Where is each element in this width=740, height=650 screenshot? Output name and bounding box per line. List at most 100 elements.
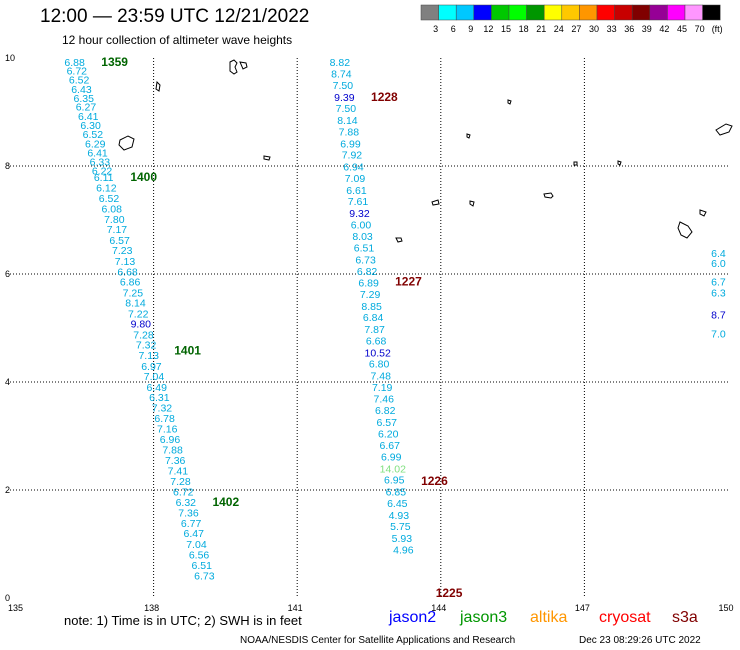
wave-height-label: 6.51	[354, 243, 375, 255]
legend-sat-s3a: s3a	[672, 609, 698, 626]
generated-timestamp: Dec 23 08:29:26 UTC 2022	[579, 635, 701, 646]
wave-height-label: 6.97	[141, 361, 162, 373]
wave-height-label: 7.32	[136, 340, 157, 352]
legend-swatch	[561, 4, 580, 21]
pass-time-label: 1400	[130, 170, 157, 184]
x-tick-label: 144	[431, 603, 446, 613]
wave-height-label: 5.75	[390, 521, 411, 533]
wave-height-label: 6.43	[71, 84, 92, 96]
island-outline	[118, 135, 135, 151]
legend-sat-altika: altika	[530, 609, 568, 626]
wave-height-label: 10.52	[365, 347, 391, 359]
legend-swatch	[631, 4, 651, 21]
wave-height-label: 8.85	[361, 301, 382, 313]
legend-swatch	[491, 4, 510, 21]
wave-height-label: 7.04	[144, 371, 165, 383]
wave-height-label: 6.29	[85, 138, 106, 150]
wave-height-label: 6.57	[109, 235, 130, 247]
legend-label: (ft)	[712, 24, 723, 34]
wave-height-label: 6.52	[83, 129, 104, 141]
island-outline	[395, 237, 403, 243]
wave-height-label: 7.80	[104, 214, 125, 226]
x-tick-label: 150	[718, 603, 733, 613]
legend-swatch	[526, 4, 545, 21]
y-tick-label: 4	[5, 377, 10, 387]
wave-height-label: 7.0	[711, 328, 726, 340]
wave-height-label: 7.22	[128, 308, 149, 320]
wave-height-label: 6.73	[194, 570, 215, 582]
legend-swatch	[420, 4, 439, 21]
footer-note: note: 1) Time is in UTC; 2) SWH is in fe…	[64, 613, 302, 628]
legend-swatch	[508, 4, 527, 21]
wave-height-label: 7.19	[372, 382, 393, 394]
wave-height-label: 6.4	[711, 248, 726, 260]
wave-height-label: 6.80	[369, 359, 390, 371]
x-tick-label: 138	[144, 603, 159, 613]
legend-label: 9	[468, 24, 473, 34]
wave-height-label: 6.00	[351, 219, 372, 231]
wave-height-label: 6.20	[378, 428, 399, 440]
wave-height-label: 6.88	[64, 57, 85, 69]
legend-sat-jason3: jason3	[460, 609, 508, 626]
legend-label: 36	[624, 24, 634, 34]
wave-height-label: 7.09	[345, 173, 366, 185]
wave-height-label: 6.56	[189, 549, 210, 561]
wave-height-label: 9.39	[334, 92, 355, 104]
wave-height-label: 7.87	[364, 324, 385, 336]
pass-time-label: 1359	[101, 55, 128, 69]
wave-height-label: 6.78	[154, 413, 175, 425]
wave-height-label: 6.47	[183, 528, 204, 540]
wave-height-label: 7.50	[333, 80, 354, 92]
lat-lon-grid	[10, 58, 728, 598]
wave-height-label: 6.27	[76, 102, 97, 114]
wave-height-label: 6.57	[377, 417, 398, 429]
wave-height-label: 6.94	[343, 162, 364, 174]
x-tick-label: 147	[575, 603, 590, 613]
wave-height-label: 7.50	[336, 103, 357, 115]
island-outline	[543, 192, 554, 199]
wave-height-label: 8.74	[331, 69, 352, 81]
wave-height-label: 6.35	[74, 93, 95, 105]
wave-height-label: 4.96	[393, 544, 414, 556]
wave-height-label: 6.3	[711, 287, 726, 299]
island-outline	[469, 200, 475, 207]
map-title: 12:00 — 23:59 UTC 12/21/2022	[40, 6, 310, 27]
wave-height-label: 6.82	[375, 405, 396, 417]
wave-height-label: 6.99	[381, 452, 402, 464]
legend-label: 70	[695, 24, 705, 34]
map-subtitle: 12 hour collection of altimeter wave hei…	[62, 33, 293, 47]
legend-label: 33	[607, 24, 617, 34]
legend-sat-cryosat: cryosat	[599, 609, 651, 626]
wave-height-label: 7.46	[374, 394, 395, 406]
wave-height-label: 6.85	[386, 487, 407, 499]
island-outline	[715, 123, 733, 136]
wave-height-label: 6.68	[366, 335, 387, 347]
legend-swatch	[543, 4, 563, 21]
island-outline	[699, 209, 707, 217]
wave-height-label: 7.36	[165, 455, 186, 467]
islands	[118, 59, 733, 243]
island-outline	[239, 61, 248, 70]
wave-height-label: 7.92	[342, 150, 363, 162]
x-tick-label: 135	[8, 603, 23, 613]
wave-height-label: 9.32	[349, 208, 370, 220]
wave-height-label: 6.30	[80, 120, 101, 132]
wave-height-label: 6.77	[181, 518, 202, 530]
legend-swatch	[438, 4, 457, 21]
legend-label: 45	[677, 24, 687, 34]
legend-swatch	[684, 4, 703, 21]
pass-time-label: 1226	[421, 474, 448, 488]
wave-height-label: 6.68	[117, 266, 138, 278]
credit-line: NOAA/NESDIS Center for Satellite Applica…	[240, 635, 516, 646]
legend-label: 18	[519, 24, 529, 34]
wave-height-label: 6.67	[380, 440, 401, 452]
wave-height-label: 6.0	[711, 258, 726, 270]
legend-label: 27	[571, 24, 581, 34]
y-tick-label: 2	[5, 485, 10, 495]
pass-time-label: 1227	[395, 275, 422, 289]
island-outline	[263, 155, 271, 161]
wave-height-label: 7.28	[133, 329, 154, 341]
pass-time-label: 1402	[212, 495, 239, 509]
y-tick-label: 6	[5, 269, 10, 279]
